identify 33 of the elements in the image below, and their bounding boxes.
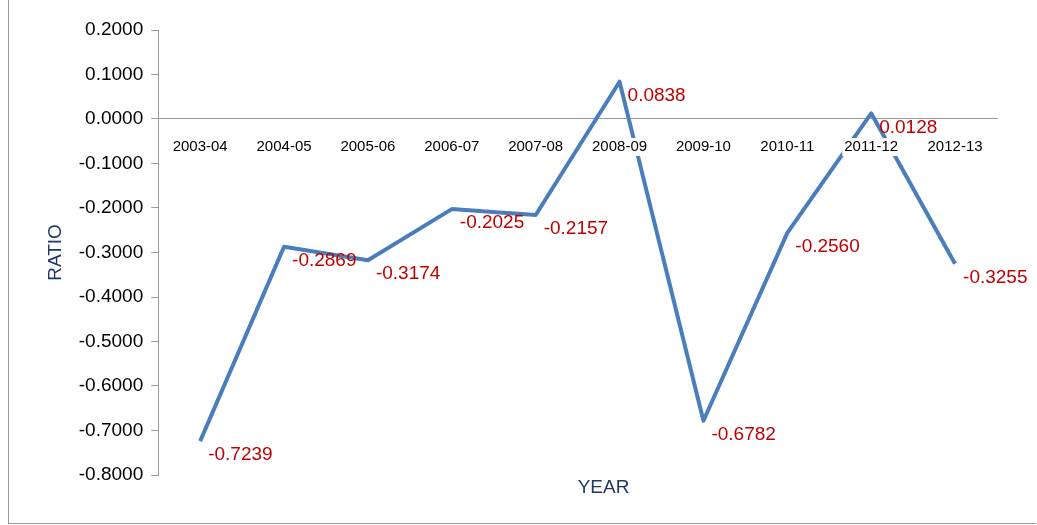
- x-axis-title: YEAR: [577, 476, 630, 497]
- x-tick-label: 2005-06: [340, 137, 396, 155]
- data-label: -0.7239: [208, 443, 273, 465]
- y-axis-title: RATIO: [43, 224, 65, 281]
- data-label: -0.3255: [963, 266, 1028, 288]
- y-tick-label: -0.6000: [78, 374, 144, 396]
- y-tick-label: -0.4000: [78, 285, 144, 307]
- data-label: -0.2560: [795, 235, 860, 257]
- y-tick-label: 0.2000: [85, 18, 144, 40]
- x-tick-label: 2011-12: [844, 137, 899, 155]
- data-label: -0.2869: [292, 248, 357, 270]
- y-tick-label: -0.7000: [78, 418, 144, 440]
- y-tick-label: -0.2000: [78, 196, 144, 218]
- x-tick-label: 2007-08: [508, 137, 564, 155]
- x-tick-label: 2003-04: [172, 137, 228, 155]
- data-label: 0.0128: [879, 115, 938, 137]
- x-tick-label: 2004-05: [256, 137, 312, 155]
- x-tick-label: 2012-13: [927, 137, 983, 155]
- y-tick-label: -0.5000: [78, 329, 144, 351]
- y-tick-label: -0.1000: [78, 151, 144, 173]
- y-tick-label: -0.8000: [78, 463, 144, 485]
- data-label: -0.2157: [543, 217, 609, 239]
- data-label: -0.6782: [711, 423, 776, 445]
- y-tick-label: -0.3000: [78, 240, 144, 262]
- x-tick-label: 2010-11: [760, 137, 815, 155]
- data-label: -0.2025: [459, 211, 525, 233]
- x-tick-label: 2008-09: [592, 137, 648, 155]
- y-tick-label: 0.1000: [85, 62, 144, 84]
- y-tick-label: 0.0000: [85, 107, 144, 129]
- x-tick-label: 2009-10: [675, 137, 731, 155]
- x-tick-label: 2006-07: [424, 137, 480, 155]
- data-label: 0.0838: [627, 83, 686, 105]
- data-label: -0.3174: [375, 262, 441, 284]
